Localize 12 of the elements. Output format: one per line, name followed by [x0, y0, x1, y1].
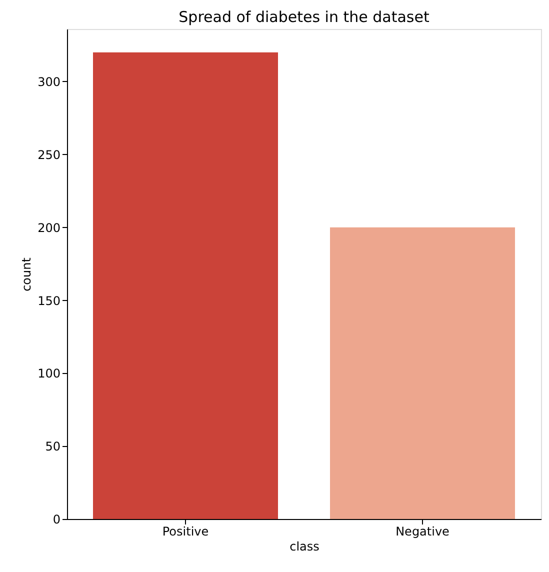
y-tick-label: 100	[38, 366, 60, 381]
x-tick-label: Negative	[396, 524, 450, 538]
x-axis-title: class	[290, 540, 320, 554]
y-tick-label: 300	[38, 75, 60, 89]
y-tick-label: 250	[38, 148, 60, 162]
y-tick-label: 0	[52, 512, 60, 526]
y-tick-label: 200	[38, 220, 60, 235]
y-axis-title: count	[20, 257, 34, 292]
y-tick-label: 150	[38, 294, 60, 308]
x-tick-label: Positive	[162, 524, 209, 538]
chart-title: Spread of diabetes in the dataset	[178, 8, 430, 26]
y-tick-label: 50	[45, 440, 60, 454]
